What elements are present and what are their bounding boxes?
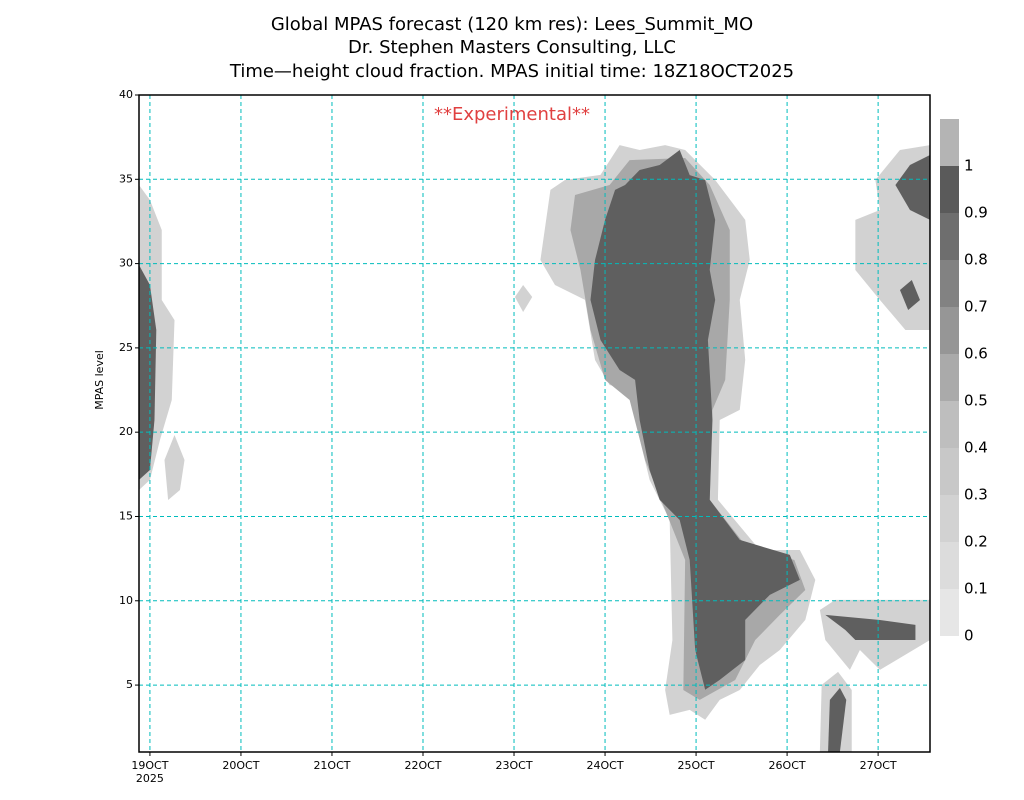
y-tick-label: 30: [119, 257, 133, 270]
colorbar-swatch: [940, 495, 959, 542]
colorbar-label: 0.4: [964, 439, 988, 457]
x-tick-label: 26OCT: [769, 759, 806, 772]
x-tick-label: 19OCT: [131, 759, 168, 772]
chart-title: Time—height cloud fraction. MPAS initial…: [229, 61, 794, 82]
colorbar-label: 0.8: [964, 251, 988, 269]
x-tick-label: 27OCT: [860, 759, 897, 772]
colorbar-swatch: [940, 119, 959, 166]
colorbar-swatch: [940, 260, 959, 307]
contour-fill: [514, 285, 533, 312]
colorbar-label: 0.7: [964, 298, 988, 316]
colorbar-swatch: [940, 542, 959, 589]
chart-title: Global MPAS forecast (120 km res): Lees_…: [271, 14, 753, 35]
colorbar-label: 0.1: [964, 580, 988, 598]
colorbar-swatch: [940, 166, 959, 213]
colorbar-swatch: [940, 354, 959, 401]
contour-fill: [828, 687, 847, 752]
y-tick-label: 25: [119, 341, 133, 354]
colorbar-label: 0: [964, 627, 974, 645]
colorbar-label: 0.3: [964, 486, 988, 504]
y-axis-label: MPAS level: [93, 350, 106, 410]
y-tick-label: 5: [126, 678, 133, 691]
colorbar-swatch: [940, 307, 959, 354]
colorbar-label: 0.2: [964, 533, 988, 551]
x-tick-sublabel: 2025: [136, 772, 164, 785]
colorbar-swatch: [940, 589, 959, 636]
contour-fill: [895, 155, 930, 220]
colorbar-swatch: [940, 401, 959, 448]
y-tick-label: 15: [119, 509, 133, 522]
y-tick-label: 35: [119, 172, 133, 185]
plot-area: [139, 145, 930, 752]
contour-fill: [899, 279, 920, 310]
annotation: **Experimental**: [434, 104, 590, 125]
y-tick-label: 10: [119, 594, 133, 607]
plot-frame: [138, 94, 931, 753]
x-tick-label: 21OCT: [313, 759, 350, 772]
contour-fill: [825, 614, 916, 641]
contour-fill: [139, 264, 157, 480]
x-tick-label: 25OCT: [678, 759, 715, 772]
y-tick-label: 20: [119, 425, 133, 438]
contour-fill: [164, 435, 185, 500]
x-tick-label: 24OCT: [587, 759, 624, 772]
chart-title: Dr. Stephen Masters Consulting, LLC: [348, 37, 676, 58]
colorbar-swatch: [940, 213, 959, 260]
colorbar-swatch: [940, 448, 959, 495]
contour-fill: [590, 149, 800, 690]
x-tick-label: 20OCT: [222, 759, 259, 772]
colorbar-label: 0.5: [964, 392, 988, 410]
colorbar-label: 1: [964, 157, 974, 175]
x-tick-label: 23OCT: [495, 759, 532, 772]
colorbar-label: 0.9: [964, 204, 988, 222]
colorbar-label: 0.6: [964, 345, 988, 363]
y-tick-label: 40: [119, 88, 133, 101]
x-tick-label: 22OCT: [404, 759, 441, 772]
